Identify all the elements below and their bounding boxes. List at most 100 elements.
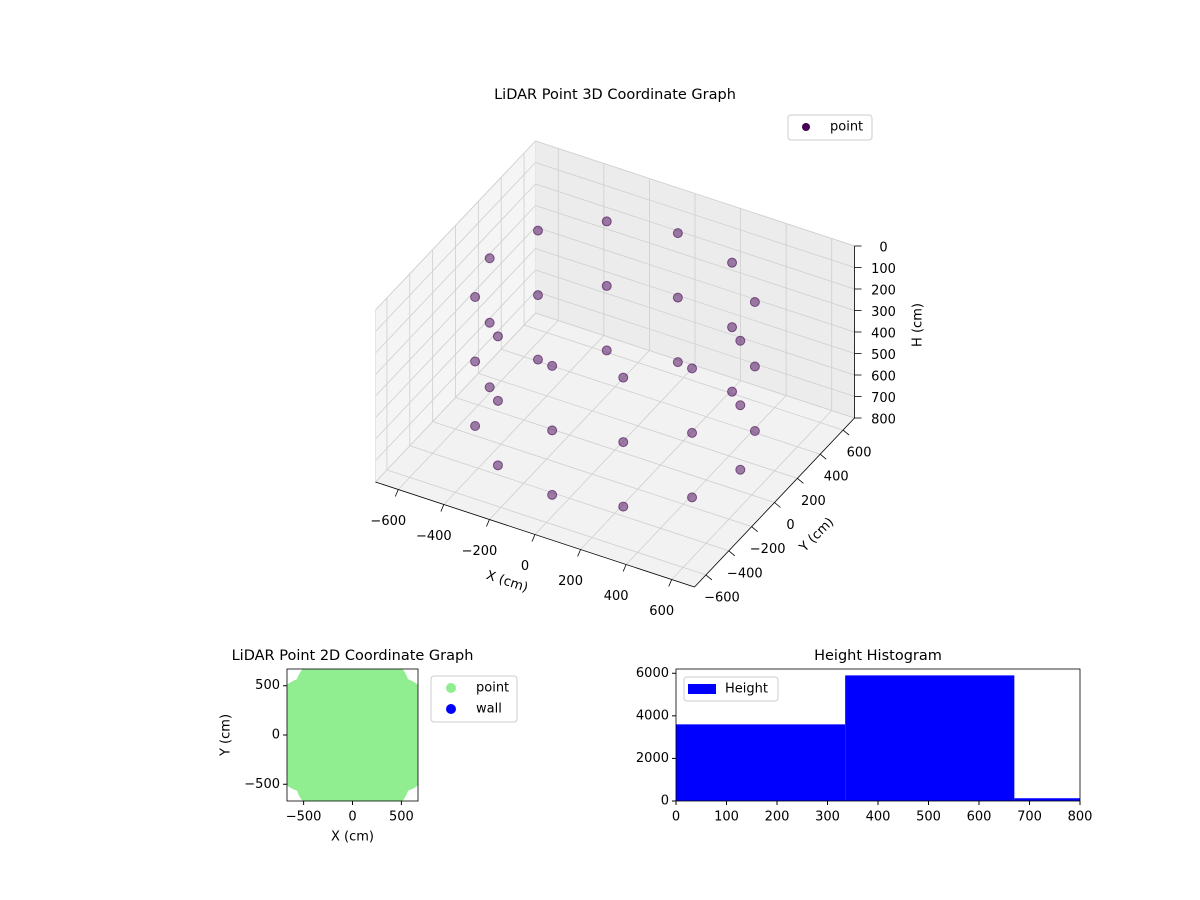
point <box>532 354 543 365</box>
z-tick-label: 200 <box>871 284 896 299</box>
x-tick-label: −500 <box>286 810 322 825</box>
y-tick <box>751 526 758 532</box>
plot-area <box>676 675 1080 801</box>
point <box>547 360 558 371</box>
x-axis <box>375 481 695 588</box>
x-tick-label: 0 <box>672 810 680 825</box>
y-axis <box>694 417 855 588</box>
z-axis-label: H (cm) <box>911 303 926 347</box>
x-tick-label: 300 <box>815 810 840 825</box>
y-tick-label: −500 <box>244 777 280 792</box>
z-tick-label: 500 <box>871 348 896 363</box>
y-tick-label: 600 <box>847 446 872 461</box>
grid-line <box>375 269 536 440</box>
point <box>601 280 612 291</box>
point <box>672 357 683 368</box>
x-tick-label: 0 <box>348 810 356 825</box>
y-tick-label: 4000 <box>636 708 669 723</box>
y-tick-label: −400 <box>727 566 763 581</box>
point <box>735 464 746 475</box>
y-tick <box>819 453 827 460</box>
x-tick-label: 0 <box>521 559 529 574</box>
legend-marker <box>802 123 810 131</box>
grid-line <box>535 226 855 333</box>
x-tick-label: 600 <box>649 604 674 619</box>
point <box>749 297 760 308</box>
grid-line <box>478 372 798 479</box>
grid-line <box>535 291 855 397</box>
point <box>369 732 418 793</box>
y-tick-label: 400 <box>824 470 849 485</box>
y-tick-label: 0 <box>272 728 280 743</box>
x-tick-label: −200 <box>462 544 498 559</box>
x-tick <box>531 534 536 542</box>
y-tick <box>774 502 781 508</box>
x-tick-label: −600 <box>370 514 406 529</box>
bar <box>676 724 846 801</box>
y-axis-label: Y (cm) <box>219 714 234 757</box>
z-tick-label: 700 <box>871 391 896 406</box>
legend-marker <box>446 683 456 693</box>
point <box>492 460 503 471</box>
legend-marker <box>688 684 716 694</box>
point <box>672 228 683 239</box>
point <box>470 291 481 302</box>
grid-line <box>386 469 707 576</box>
chart-title: LiDAR Point 2D Coordinate Graph <box>232 648 474 664</box>
grid-line <box>535 205 855 311</box>
point <box>470 356 481 367</box>
point <box>618 372 629 383</box>
z-tick-label: 0 <box>879 241 887 256</box>
point <box>735 335 746 346</box>
x-tick-label: 500 <box>389 810 414 825</box>
point <box>601 345 612 356</box>
point <box>618 501 629 512</box>
grid-line <box>375 291 536 461</box>
point <box>484 382 495 393</box>
point <box>727 386 738 397</box>
chart-title: LiDAR Point 3D Coordinate Graph <box>494 87 736 103</box>
y-tick-label: 500 <box>255 678 280 693</box>
bar <box>1014 798 1080 801</box>
x-tick <box>622 564 627 572</box>
legend-label: point <box>476 681 509 696</box>
point <box>601 216 612 227</box>
y-tick-label: 6000 <box>636 666 669 681</box>
y-tick-label: 200 <box>801 494 826 509</box>
grid-line <box>535 140 855 247</box>
grid-line <box>375 183 536 354</box>
point <box>532 290 543 301</box>
grid-line <box>375 248 536 418</box>
point <box>749 426 760 437</box>
grid-line <box>375 205 536 375</box>
z-tick-label: 300 <box>871 305 896 320</box>
x-tick-label: 500 <box>916 810 941 825</box>
grid-line <box>455 397 775 503</box>
z-tick-label: 600 <box>871 370 896 385</box>
x-tick <box>440 504 445 512</box>
legend-label: point <box>830 120 863 135</box>
grid-line <box>523 324 844 431</box>
point <box>470 420 481 431</box>
point <box>547 425 558 436</box>
grid-line <box>375 226 536 397</box>
point <box>735 400 746 411</box>
y-tick-label: 0 <box>661 794 669 809</box>
y-tick-label: 0 <box>786 518 794 533</box>
y-tick <box>797 478 804 484</box>
y-tick-label: 2000 <box>636 751 669 766</box>
point <box>749 361 760 372</box>
legend-marker <box>446 704 456 714</box>
x-tick-label: 700 <box>1017 810 1042 825</box>
point <box>492 331 503 342</box>
grid-line <box>432 421 752 528</box>
grid-line <box>375 162 536 332</box>
x-tick-label: −400 <box>416 529 452 544</box>
x-tick-label: 200 <box>558 574 583 589</box>
point <box>492 395 503 406</box>
y-tick <box>728 550 736 557</box>
legend-box <box>787 114 873 141</box>
point <box>727 322 738 333</box>
legend-label: wall <box>476 702 502 717</box>
